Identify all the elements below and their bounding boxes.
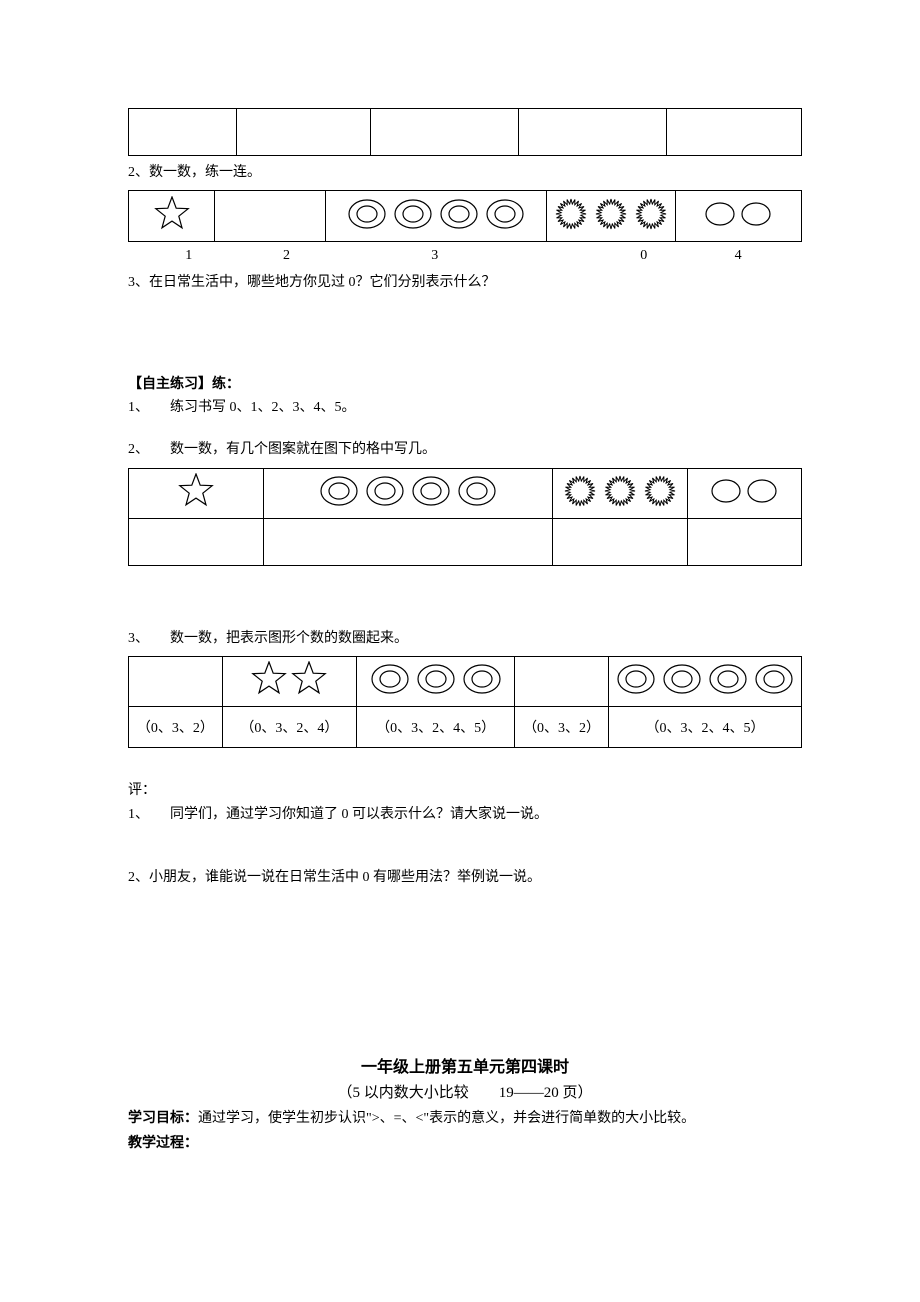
practice-p2: 2、 数一数，有几个图案就在图下的格中写几。: [128, 439, 802, 461]
t3-icon-cell: [129, 656, 223, 706]
practice-heading: 【自主练习】练：: [128, 373, 802, 393]
double-circle-icon: [318, 474, 498, 508]
t2-answer-cell: [552, 518, 687, 565]
t2-answer-cell: [263, 518, 552, 565]
practice-table3: （0、3、2）（0、3、2、4）（0、3、2、4、5）（0、3、2）（0、3、2…: [128, 656, 802, 748]
t2-icon-cell: [129, 468, 264, 518]
double-circle-icon: [346, 197, 526, 231]
goal-text: 通过学习，使学生初步认识">、=、<"表示的意义，并会进行简单数的大小比较。: [198, 1111, 695, 1126]
q2-cell: [129, 191, 215, 242]
t2-answer-cell: [687, 518, 801, 565]
q2-cell: [215, 191, 326, 242]
oval-icon: [704, 201, 772, 227]
q2-numbers: 1 2 3 0 4: [128, 248, 802, 268]
t3-num-cell: （0、3、2、4）: [222, 706, 356, 747]
review-r1: 1、 同学们，通过学习你知道了 0 可以表示什么？请大家说一说。: [128, 804, 802, 826]
t2-icon-cell: [263, 468, 552, 518]
t3-num-cell: （0、3、2、4、5）: [357, 706, 515, 747]
t3-icon-cell: [357, 656, 515, 706]
star-icon: [178, 473, 214, 509]
match-number: 2: [283, 248, 290, 264]
q2-cell: [675, 191, 801, 242]
practice-table2: [128, 468, 802, 566]
t3-num-cell: （0、3、2）: [129, 706, 223, 747]
lesson-goal: 学习目标：通过学习，使学生初步认识">、=、<"表示的意义，并会进行简单数的大小…: [128, 1108, 802, 1130]
match-number: 4: [735, 248, 742, 264]
oval-icon: [710, 478, 778, 504]
q2-table: [128, 190, 802, 242]
t2-icon-cell: [552, 468, 687, 518]
practice-p1: 1、 练习书写 0、1、2、3、4、5。: [128, 397, 802, 419]
lesson-title: 一年级上册第五单元第四课时: [128, 1053, 802, 1077]
blank-table: [128, 108, 802, 156]
double-circle-icon: [369, 662, 503, 696]
match-number: 0: [640, 248, 647, 264]
match-number: 3: [431, 248, 438, 264]
goal-label: 学习目标：: [128, 1111, 198, 1126]
t3-num-cell: （0、3、2、4、5）: [608, 706, 801, 747]
t3-icon-cell: [222, 656, 356, 706]
sun-icon: [553, 196, 669, 232]
double-circle-icon: [615, 662, 795, 696]
t2-answer-cell: [129, 518, 264, 565]
q3-prompt: 3、在日常生活中，哪些地方你见过 0？它们分别表示什么？: [128, 272, 802, 294]
t3-icon-cell: [608, 656, 801, 706]
sun-icon: [562, 473, 678, 509]
match-number: 1: [185, 248, 192, 264]
star-icon: [154, 196, 190, 232]
q2-cell: [546, 191, 675, 242]
review-heading: 评：: [128, 780, 802, 802]
q2-prompt: 2、数一数，练一连。: [128, 162, 802, 184]
process-label: 教学过程：: [128, 1133, 802, 1155]
star-icon: [251, 661, 327, 697]
lesson-subtitle: （5 以内数大小比较 19——20 页）: [128, 1081, 802, 1102]
practice-p3: 3、 数一数，把表示图形个数的数圈起来。: [128, 628, 802, 650]
q2-cell: [325, 191, 546, 242]
review-r2: 2、小朋友，谁能说一说在日常生活中 0 有哪些用法？举例说一说。: [128, 867, 802, 889]
t2-icon-cell: [687, 468, 801, 518]
t3-icon-cell: [515, 656, 609, 706]
t3-num-cell: （0、3、2）: [515, 706, 609, 747]
